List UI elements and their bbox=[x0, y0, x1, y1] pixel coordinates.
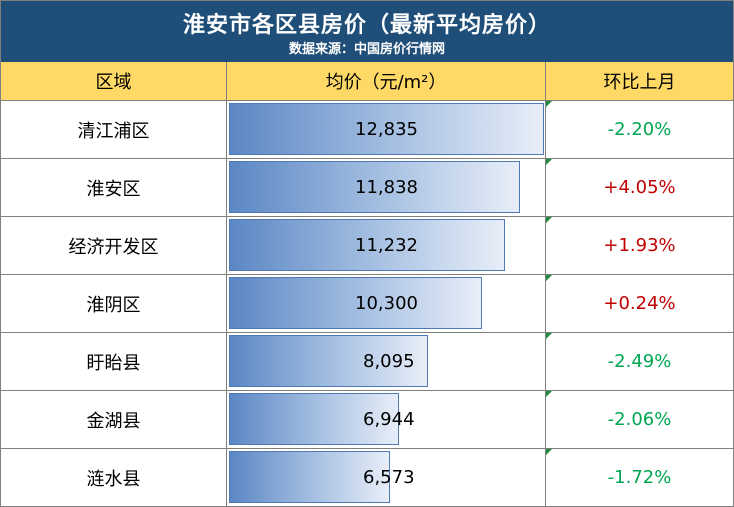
title-bar: 淮安市各区县房价（最新平均房价） 数据来源：中国房价行情网 bbox=[1, 1, 733, 62]
table-row: 盱眙县 8,095 -2.49% bbox=[1, 333, 733, 391]
column-header-price: 均价（元/m²） bbox=[227, 62, 546, 100]
price-bar bbox=[229, 451, 391, 503]
region-cell: 盱眙县 bbox=[1, 333, 227, 390]
cell-corner-marker bbox=[546, 275, 552, 281]
price-cell: 6,944 bbox=[227, 391, 546, 448]
cell-corner-marker bbox=[546, 333, 552, 339]
price-value: 11,838 bbox=[355, 177, 418, 198]
column-header-region: 区域 bbox=[1, 62, 227, 100]
table-subtitle: 数据来源：中国房价行情网 bbox=[288, 42, 445, 57]
region-cell: 淮阴区 bbox=[1, 275, 227, 332]
price-value: 12,835 bbox=[355, 119, 418, 140]
price-cell: 6,573 bbox=[227, 449, 546, 506]
cell-corner-marker bbox=[546, 391, 552, 397]
price-bar bbox=[229, 277, 482, 329]
price-bar bbox=[229, 219, 505, 271]
price-cell: 10,300 bbox=[227, 275, 546, 332]
price-value: 6,944 bbox=[363, 409, 415, 430]
region-cell: 淮安区 bbox=[1, 159, 227, 216]
region-cell: 涟水县 bbox=[1, 449, 227, 506]
column-header-row: 区域 均价（元/m²） 环比上月 bbox=[1, 62, 733, 101]
region-cell: 经济开发区 bbox=[1, 217, 227, 274]
mom-change-cell: -2.49% bbox=[546, 333, 733, 390]
price-bar bbox=[229, 103, 544, 155]
price-value: 10,300 bbox=[355, 293, 418, 314]
mom-change-cell: +4.05% bbox=[546, 159, 733, 216]
price-bar bbox=[229, 393, 400, 445]
mom-change-cell: -2.20% bbox=[546, 101, 733, 158]
table-row: 淮安区 11,838 +4.05% bbox=[1, 159, 733, 217]
price-value: 11,232 bbox=[355, 235, 418, 256]
cell-corner-marker bbox=[546, 101, 552, 107]
price-value: 6,573 bbox=[363, 467, 415, 488]
price-cell: 11,232 bbox=[227, 217, 546, 274]
price-cell: 12,835 bbox=[227, 101, 546, 158]
table-row: 金湖县 6,944 -2.06% bbox=[1, 391, 733, 449]
table-title: 淮安市各区县房价（最新平均房价） bbox=[182, 13, 551, 38]
price-bar bbox=[229, 335, 428, 387]
mom-change-cell: -1.72% bbox=[546, 449, 733, 506]
region-cell: 金湖县 bbox=[1, 391, 227, 448]
mom-change-cell: +1.93% bbox=[546, 217, 733, 274]
cell-corner-marker bbox=[546, 449, 552, 455]
cell-corner-marker bbox=[546, 217, 552, 223]
mom-change-cell: +0.24% bbox=[546, 275, 733, 332]
table-row: 涟水县 6,573 -1.72% bbox=[1, 449, 733, 507]
region-cell: 清江浦区 bbox=[1, 101, 227, 158]
price-bar bbox=[229, 161, 520, 213]
cell-corner-marker bbox=[546, 159, 552, 165]
table-row: 淮阴区 10,300 +0.24% bbox=[1, 275, 733, 333]
price-value: 8,095 bbox=[363, 351, 415, 372]
column-header-mom: 环比上月 bbox=[603, 72, 676, 93]
table-row: 清江浦区 12,835 -2.20% bbox=[1, 101, 733, 159]
table-row: 经济开发区 11,232 +1.93% bbox=[1, 217, 733, 275]
price-cell: 11,838 bbox=[227, 159, 546, 216]
mom-change-cell: -2.06% bbox=[546, 391, 733, 448]
price-cell: 8,095 bbox=[227, 333, 546, 390]
